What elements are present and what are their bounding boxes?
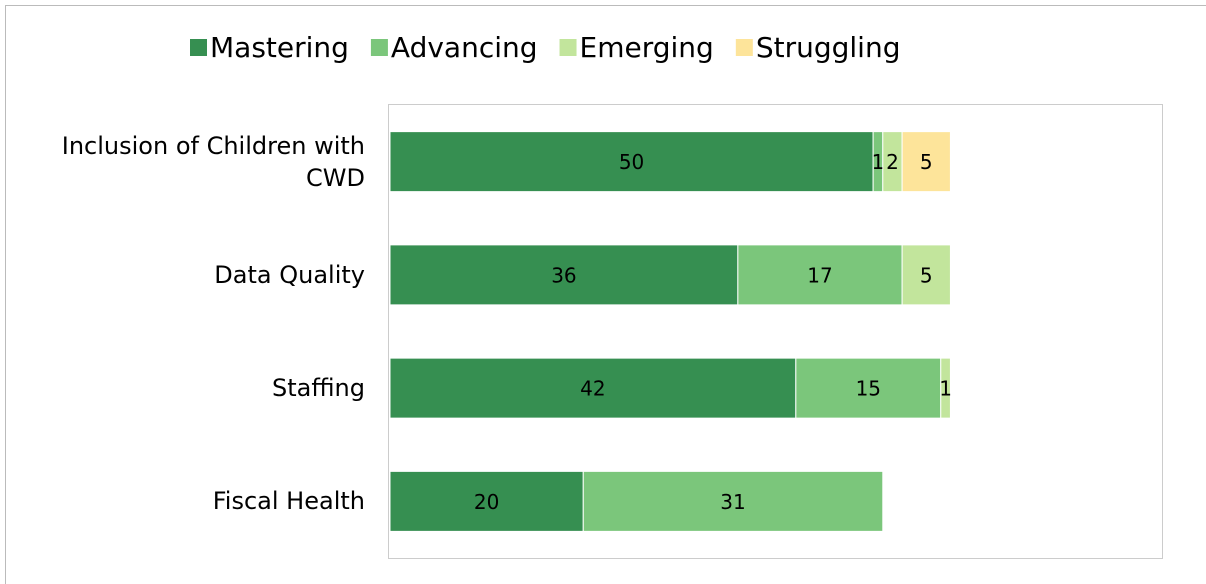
legend-swatch (190, 39, 207, 56)
legend-label: Struggling (756, 31, 901, 64)
chart-border (5, 5, 1206, 584)
bar-segment (582, 470, 884, 532)
bar-segment (389, 244, 739, 306)
data-label: 20 (474, 490, 499, 514)
data-label: 1 (939, 377, 952, 401)
legend-label: Emerging (580, 31, 714, 64)
category-label: Staffing (272, 374, 365, 403)
data-label: 42 (580, 377, 605, 401)
legend-swatch (735, 39, 753, 56)
bar-segment (389, 357, 797, 419)
bar-segment (901, 131, 951, 193)
bar-segment (901, 244, 951, 306)
bar-segment (795, 357, 942, 419)
data-label: 31 (720, 490, 745, 514)
plot-area (388, 104, 1163, 559)
category-label: Fiscal Health (212, 487, 365, 516)
legend-label: Mastering (210, 31, 349, 64)
bar-segment (940, 357, 951, 419)
bar-segment (737, 244, 903, 306)
data-label: 5 (920, 150, 933, 174)
data-label: 50 (619, 150, 644, 174)
bar-segment (389, 470, 584, 532)
legend-label: Advancing (391, 31, 538, 64)
category-label: Data Quality (214, 260, 365, 289)
legend-swatch (370, 39, 388, 56)
data-label: 15 (856, 377, 881, 401)
bar-segment (389, 131, 874, 193)
legend-swatch (559, 39, 577, 56)
data-label: 2 (886, 150, 899, 174)
data-label: 17 (807, 263, 832, 287)
data-label: 36 (551, 263, 576, 287)
data-label: 1 (872, 150, 885, 174)
category-label: Inclusion of Children with CWD (61, 131, 365, 192)
data-label: 5 (920, 263, 933, 287)
